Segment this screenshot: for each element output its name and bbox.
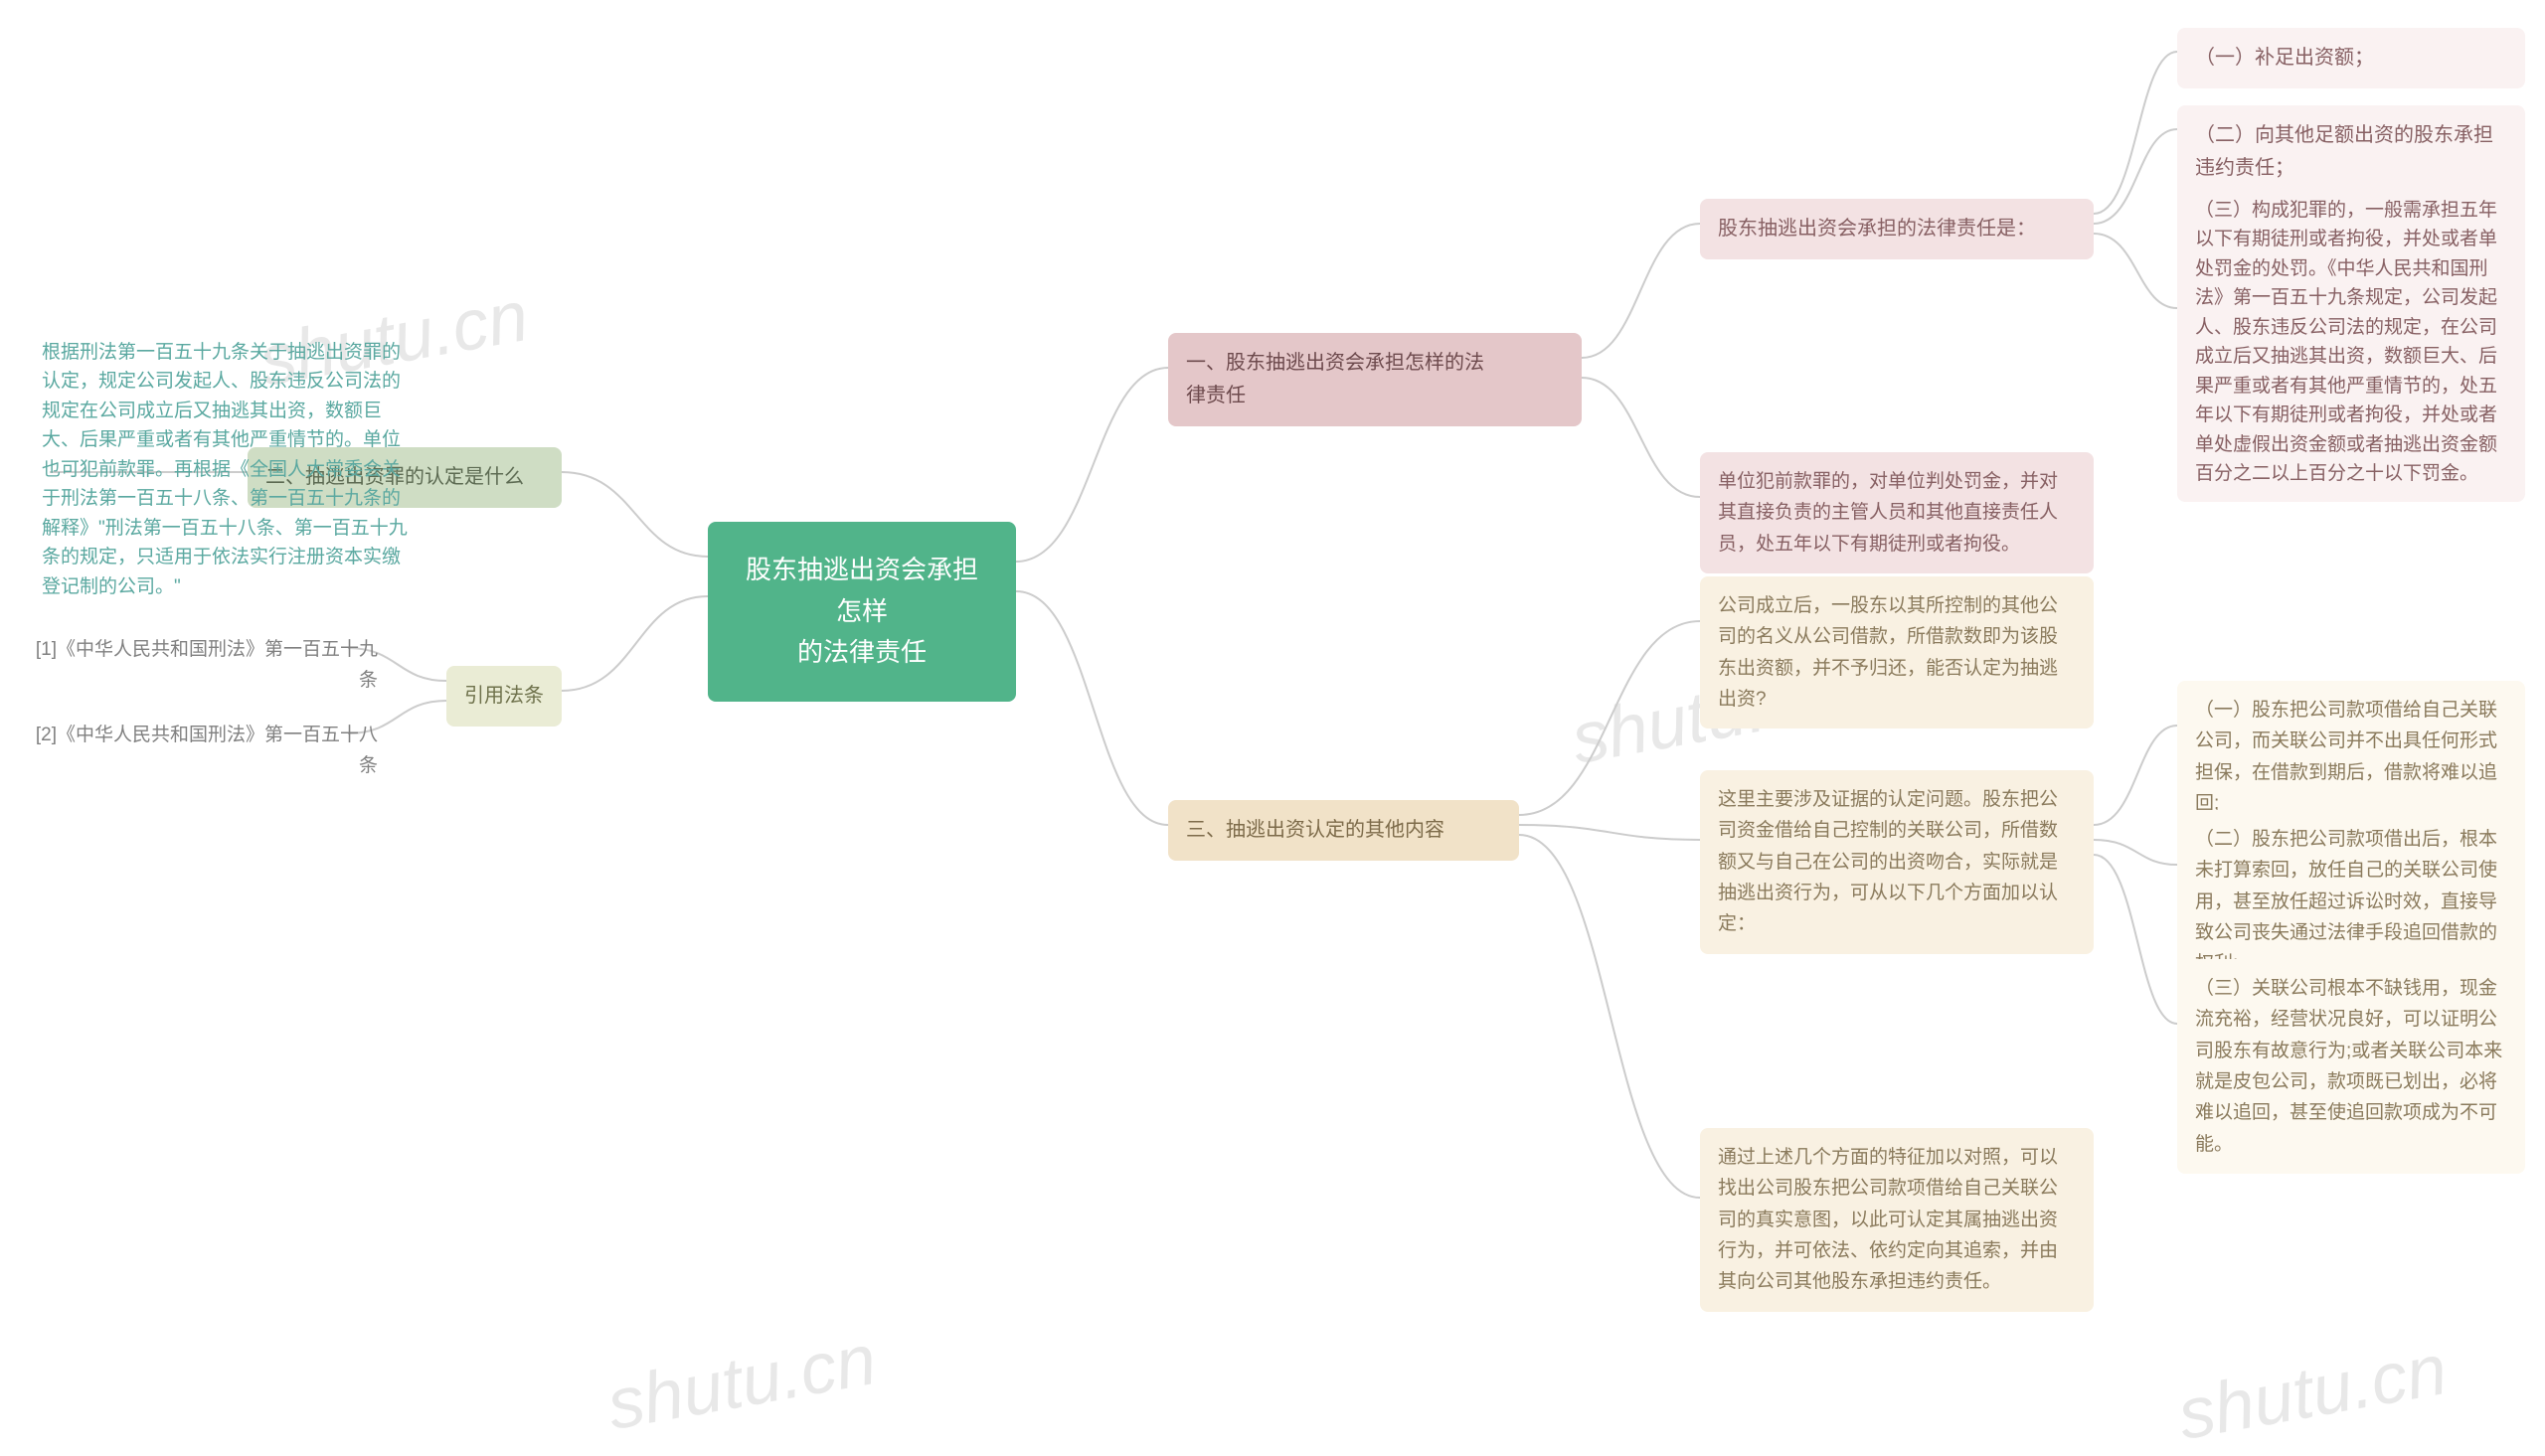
watermark-3: shutu.cn: [601, 1319, 882, 1446]
branch1-line2: 律责任: [1186, 385, 1246, 406]
center-line1: 股东抽逃出资会承担怎样: [746, 555, 978, 626]
citation-leaf2: [2]《中华人民共和国刑法》第一百五十八条: [10, 716, 388, 786]
watermark-4: shutu.cn: [2172, 1329, 2453, 1456]
branch1-sub2: 单位犯前款罪的，对单位判处罚金，并对其直接负责的主管人员和其他直接责任人员，处五…: [1700, 452, 2094, 573]
connector-lines: [0, 0, 2545, 1416]
branch2-leaf: 根据刑法第一百五十九条关于抽逃出资罪的认定，规定公司发起人、股东违反公司法的规定…: [32, 338, 425, 601]
branch1-sub1-leaf1: （一）补足出资额；: [2177, 28, 2525, 88]
branch1-node: 一、股东抽逃出资会承担怎样的法 律责任: [1168, 333, 1582, 426]
branch1-sub1: 股东抽逃出资会承担的法律责任是：: [1700, 199, 2094, 259]
citation-leaf1: [1]《中华人民共和国刑法》第一百五十九条: [10, 630, 388, 701]
branch3-sub3: 通过上述几个方面的特征加以对照，可以找出公司股东把公司款项借给自己关联公司的真实…: [1700, 1128, 2094, 1312]
branch3-node: 三、抽逃出资认定的其他内容: [1168, 800, 1519, 861]
citation-node: 引用法条: [446, 666, 562, 727]
branch1-line1: 一、股东抽逃出资会承担怎样的法: [1186, 352, 1484, 374]
branch3-sub2: 这里主要涉及证据的认定问题。股东把公司资金借给自己控制的关联公司，所借数额又与自…: [1700, 770, 2094, 954]
branch1-sub1-leaf3: （三）构成犯罪的，一般需承担五年以下有期徒刑或者拘役，并处或者单处罚金的处罚。《…: [2177, 182, 2525, 502]
branch3-sub2-leaf3: （三）关联公司根本不缺钱用，现金流充裕，经营状况良好，可以证明公司股东有故意行为…: [2177, 959, 2525, 1174]
center-line2: 的法律责任: [797, 637, 927, 667]
center-node: 股东抽逃出资会承担怎样 的法律责任: [708, 522, 1016, 702]
branch3-sub1: 公司成立后，一股东以其所控制的其他公司的名义从公司借款，所借款数即为该股东出资额…: [1700, 576, 2094, 728]
